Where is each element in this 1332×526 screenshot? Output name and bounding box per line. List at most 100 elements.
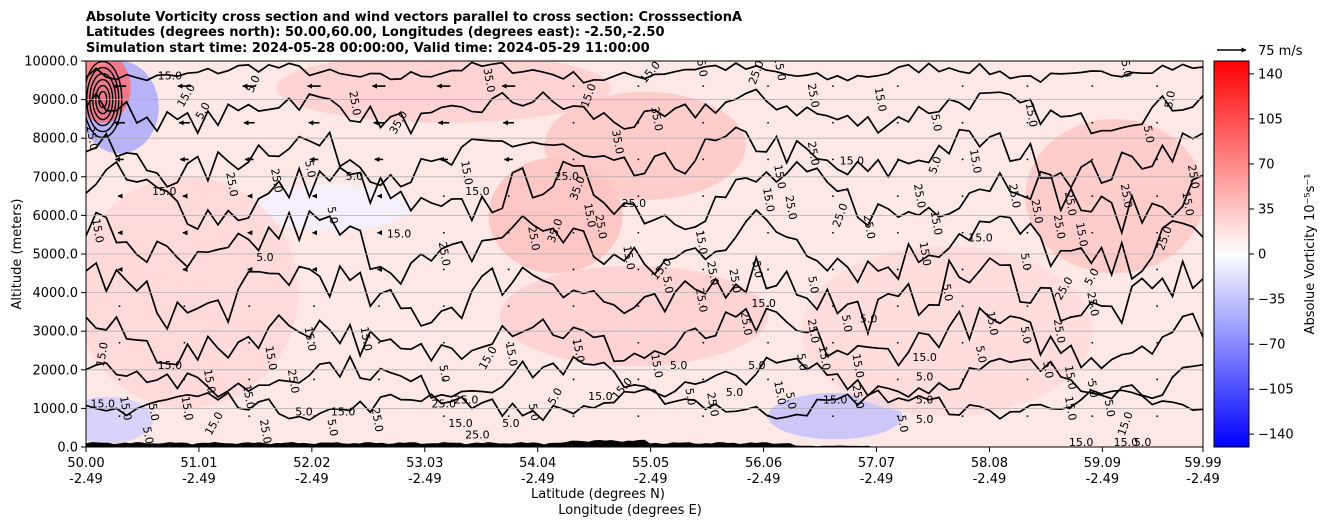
contour-label: 25.0 xyxy=(268,167,285,193)
wind-vector xyxy=(637,341,640,344)
wind-vector xyxy=(961,195,964,198)
contour-label: 25.0 xyxy=(805,318,822,344)
contour-label: 5.0 xyxy=(748,359,766,372)
wind-vector xyxy=(572,231,575,234)
y-tick-label: 0.0 xyxy=(57,441,78,456)
x-axis-label-longitude: Longitude (degrees E) xyxy=(558,503,702,518)
contour-label: 25.0 xyxy=(369,407,386,433)
contour-label: 5.0 xyxy=(1162,90,1178,109)
contour-label: 5.0 xyxy=(140,426,156,445)
wind-vector xyxy=(637,158,640,161)
contour-label: 25.0 xyxy=(454,394,479,407)
wind-vector xyxy=(832,85,834,87)
wind-vector xyxy=(378,415,380,418)
wind-vector xyxy=(442,268,445,271)
wind-vector xyxy=(1156,415,1159,418)
contour-label: 15.0 xyxy=(581,202,598,228)
x-tick-label-lon: -2.49 xyxy=(747,472,781,487)
wind-vector xyxy=(1156,231,1159,234)
quiver-key-label: 75 m/s xyxy=(1258,44,1303,59)
contour-label: 25.0 xyxy=(849,384,866,410)
wind-vector xyxy=(313,378,315,381)
wind-vector xyxy=(961,231,964,234)
y-tick-label: 7000.0 xyxy=(33,170,79,185)
wind-vector xyxy=(118,341,121,344)
contour-label: 35.0 xyxy=(480,67,497,93)
wind-vector xyxy=(1026,415,1029,418)
contour-label: 15.0 xyxy=(1069,436,1094,449)
wind-vector xyxy=(702,415,705,418)
y-tick-label: 2000.0 xyxy=(33,363,79,378)
wind-vector xyxy=(1091,305,1094,308)
wind-vectors xyxy=(112,83,1159,418)
contour-label: 25.0 xyxy=(805,82,822,108)
terrain-silhouette xyxy=(86,439,1203,447)
wind-vector xyxy=(896,158,899,161)
x-tick-label-lon: -2.49 xyxy=(1086,472,1120,487)
contour-label: 5.0 xyxy=(1018,252,1034,271)
wind-vector xyxy=(378,305,380,308)
contour-label: 15.0 xyxy=(357,326,374,352)
wind-vector xyxy=(832,268,834,271)
wind-vector xyxy=(637,268,640,271)
wind-vector xyxy=(1026,268,1029,271)
contour-label: 25.0 xyxy=(704,260,721,286)
colorbar-tick-label: −70 xyxy=(1258,338,1285,353)
colorbar-tick-label: 0 xyxy=(1258,248,1266,263)
colorbar-tick-label: −140 xyxy=(1258,428,1294,443)
x-tick-label-lon: -2.49 xyxy=(973,472,1007,487)
contour-label: 25.0 xyxy=(223,171,240,197)
wind-vector xyxy=(961,305,964,308)
wind-vector xyxy=(896,121,899,124)
contour-label: 25.0 xyxy=(84,125,101,151)
contour-label: 25.0 xyxy=(465,428,490,441)
y-tick-label: 6000.0 xyxy=(33,209,79,224)
wind-vector xyxy=(572,415,575,418)
wind-vector xyxy=(1156,305,1159,308)
wind-vector xyxy=(896,305,899,308)
wind-vector xyxy=(1091,121,1094,124)
wind-vector xyxy=(1026,341,1029,344)
chart-title-line-1: Absolute Vorticity cross section and win… xyxy=(86,10,742,25)
contour-label: 15.0 xyxy=(240,384,257,410)
wind-vector xyxy=(507,378,510,381)
wind-vector xyxy=(313,415,315,418)
wind-vector xyxy=(1026,85,1029,87)
contour-label: 25.0 xyxy=(525,225,542,251)
contour-label: 5.0 xyxy=(928,113,944,132)
wind-vector xyxy=(442,341,445,344)
wind-vector xyxy=(1091,415,1094,418)
wind-vector xyxy=(1026,158,1029,161)
colorbar-ticks: −140 −105 −70 −35 0 35 70 105 140 xyxy=(1249,67,1294,443)
chart-title-line-2: Latitudes (degrees north): 50.00,60.00, … xyxy=(86,25,665,40)
wind-vector xyxy=(702,268,705,271)
x-tick-label-lon: -2.49 xyxy=(634,472,668,487)
contour-label: 25.0 xyxy=(436,241,453,267)
wind-vector xyxy=(767,85,769,87)
contour-label: 25.0 xyxy=(704,391,721,417)
wind-vector xyxy=(572,85,575,87)
wind-vector xyxy=(313,305,315,308)
contour-label: 25.0 xyxy=(1118,183,1135,209)
wind-vector xyxy=(1091,268,1094,271)
contour-label: 25.0 xyxy=(861,214,878,240)
wind-vector xyxy=(118,415,121,418)
contour-line xyxy=(86,254,1203,337)
contour-label: 15.0 xyxy=(751,297,776,310)
wind-vector xyxy=(248,378,251,381)
wind-vector xyxy=(702,158,705,161)
contour-label: 15.0 xyxy=(1023,102,1040,128)
contour-label: 35.0 xyxy=(648,106,665,132)
contour-label: 15.0 xyxy=(1062,395,1079,421)
contour-label: 15.0 xyxy=(91,398,116,411)
colorbar-tick-label: 105 xyxy=(1258,112,1283,127)
contour-label: 25.0 xyxy=(911,183,928,209)
contour-label: 15.0 xyxy=(771,164,788,190)
contour-label: 5.0 xyxy=(940,283,956,302)
contour-label: 5.0 xyxy=(805,275,821,294)
contour-label: 5.0 xyxy=(783,391,799,410)
contour-label: 15.0 xyxy=(984,310,1001,336)
vorticity-blob xyxy=(86,61,131,123)
wind-vector xyxy=(896,231,899,234)
vorticity-blob xyxy=(253,184,411,231)
